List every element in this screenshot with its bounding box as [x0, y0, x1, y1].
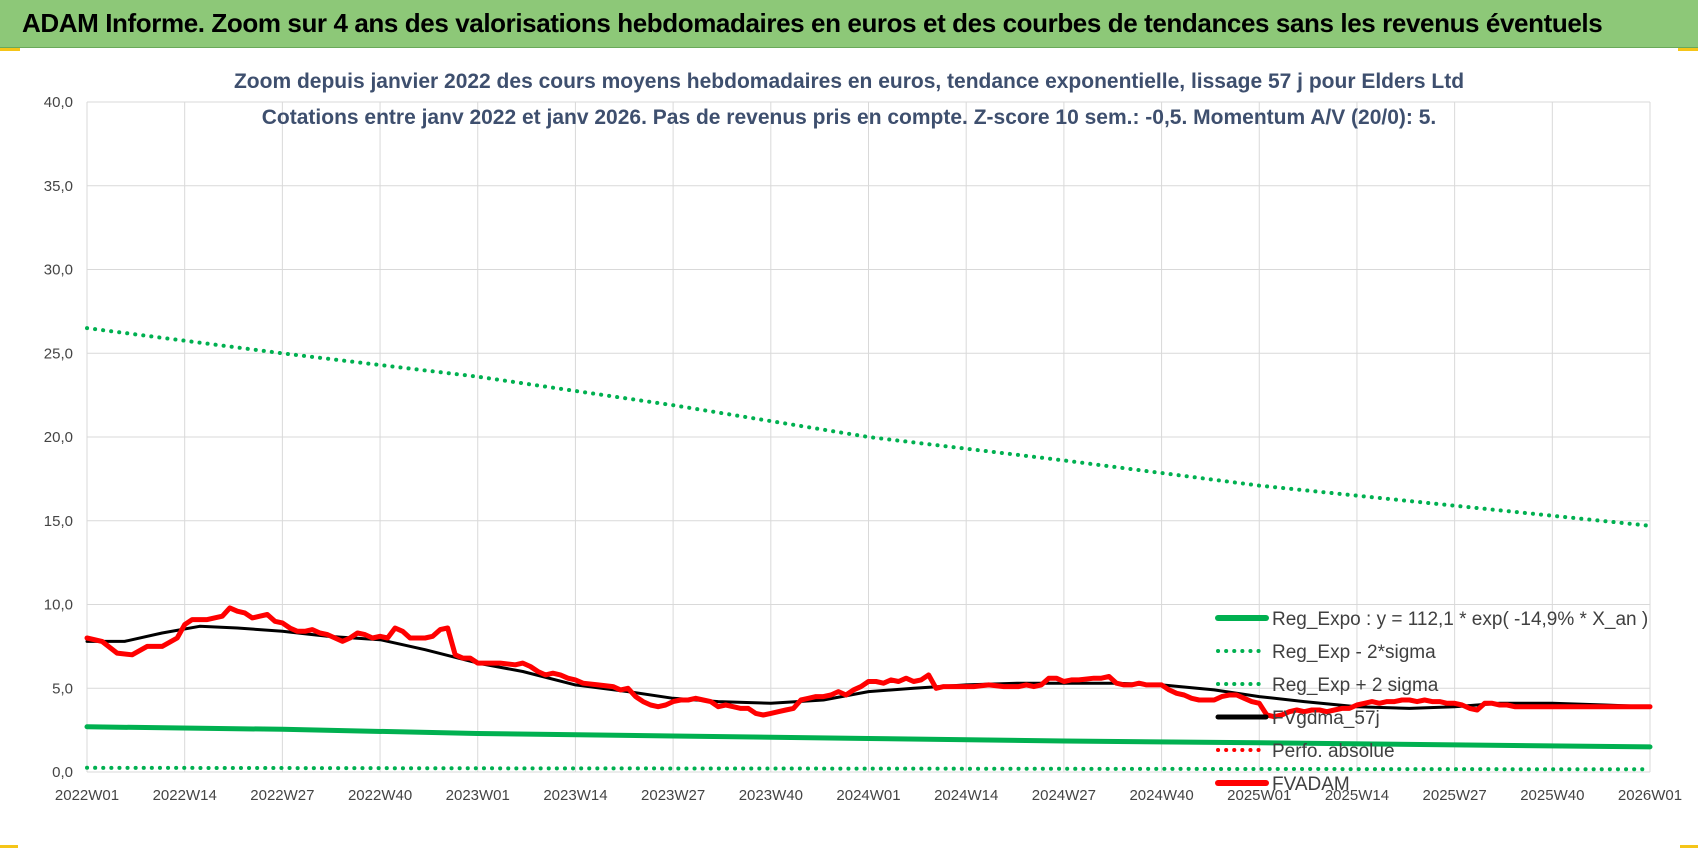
x-tick-label: 2023W01 — [446, 787, 510, 804]
y-tick-label: 0,0 — [52, 764, 73, 781]
series-line-reg_expo — [84, 724, 1653, 750]
chart-title-line: Cotations entre janv 2022 et janv 2026. … — [262, 106, 1436, 129]
report-title: ADAM Informe. Zoom sur 4 ans des valoris… — [22, 8, 1603, 38]
legend-label: Perfo. absolue — [1272, 741, 1395, 762]
x-tick-label: 2026W01 — [1618, 787, 1682, 804]
x-tick-label: 2025W14 — [1325, 787, 1389, 804]
x-tick-label: 2025W27 — [1423, 787, 1487, 804]
x-tick-label: 2022W14 — [153, 787, 217, 804]
x-tick-label: 2023W14 — [543, 787, 607, 804]
x-tick-label: 2024W01 — [836, 787, 900, 804]
x-tick-label: 2022W27 — [250, 787, 314, 804]
corner-mark-left — [0, 48, 20, 51]
corner-mark-right — [1678, 48, 1698, 51]
corner-mark-bottom-right — [1680, 845, 1698, 848]
series-line-reg_exp — [85, 326, 1652, 528]
y-tick-label: 10,0 — [44, 597, 73, 614]
y-tick-label: 25,0 — [44, 345, 73, 362]
x-tick-label: 2022W01 — [55, 787, 119, 804]
series-line-reg_exp — [85, 765, 1652, 772]
x-tick-label: 2023W40 — [739, 787, 803, 804]
legend-label: FVADAM — [1272, 774, 1350, 795]
y-tick-label: 15,0 — [44, 513, 73, 530]
legend-label: FVgdma_57j — [1272, 708, 1380, 729]
y-tick-label: 40,0 — [44, 94, 73, 111]
y-tick-label: 5,0 — [52, 680, 73, 697]
legend-label: Reg_Exp + 2 sigma — [1272, 675, 1439, 696]
x-tick-label: 2022W40 — [348, 787, 412, 804]
x-tick-label: 2024W40 — [1129, 787, 1193, 804]
y-tick-label: 20,0 — [44, 429, 73, 446]
y-tick-label: 30,0 — [44, 262, 73, 279]
line-chart: 0,0 5,0 10,0 15,0 20,0 25,0 30,0 35,0 40,0 2022W0… — [44, 70, 1682, 804]
x-tick-label: 2024W27 — [1032, 787, 1096, 804]
corner-mark-bottom-left — [0, 845, 18, 848]
x-tick-label: 2025W40 — [1520, 787, 1584, 804]
x-tick-label: 2025W01 — [1227, 787, 1291, 804]
report-banner: ADAM Informe. Zoom sur 4 ans des valoris… — [0, 0, 1698, 48]
x-tick-label: 2024W14 — [934, 787, 998, 804]
x-tick-label: 2023W27 — [641, 787, 705, 804]
y-tick-label: 35,0 — [44, 178, 73, 195]
chart-frame: 0,0 5,0 10,0 15,0 20,0 25,0 30,0 35,0 40,0 2022W0… — [0, 48, 1698, 857]
chart-title-line: Zoom depuis janvier 2022 des cours moyen… — [234, 70, 1464, 93]
series-line-fvadam — [84, 605, 1653, 720]
legend-label: Reg_Exp - 2*sigma — [1272, 642, 1436, 663]
legend-label: Reg_Expo : y = 112,1 * exp( -14,9% * X_a… — [1272, 609, 1648, 630]
